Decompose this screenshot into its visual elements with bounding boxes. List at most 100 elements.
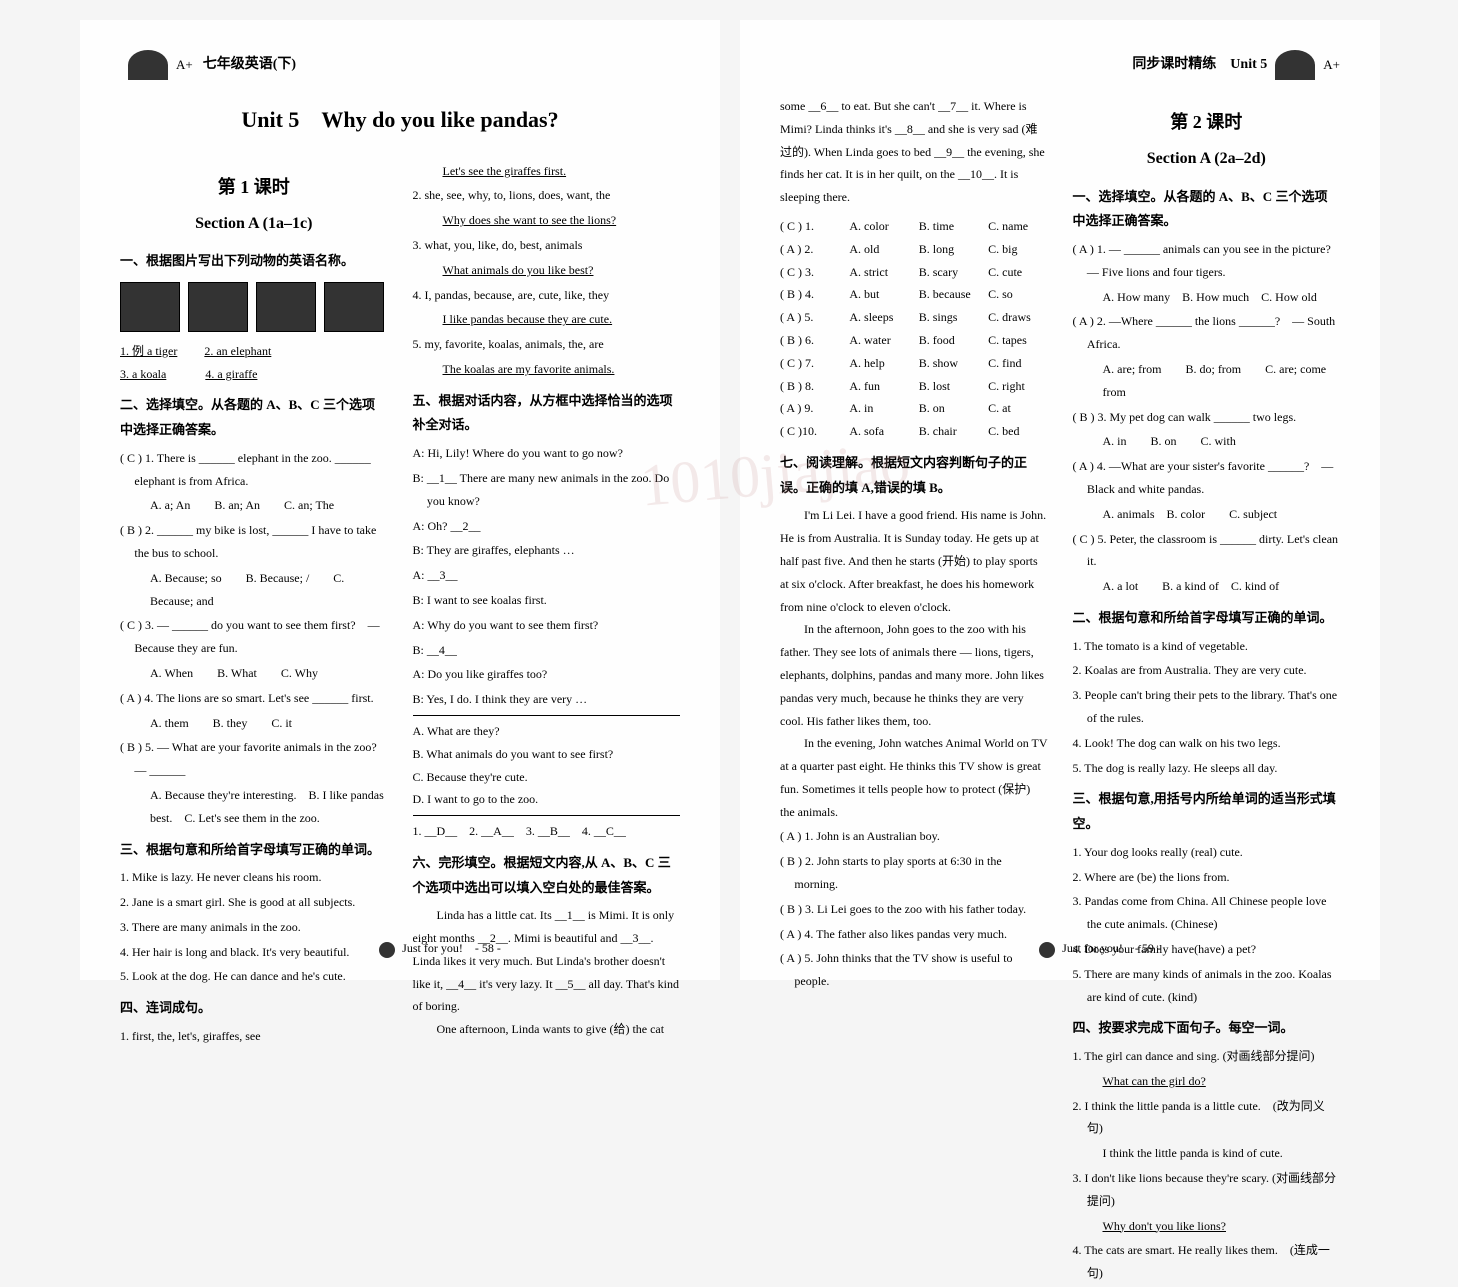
header-right: 同步课时精练 Unit 5 A+ [780, 50, 1340, 80]
d2: A: Oh? __2__ [413, 515, 681, 538]
header-left: A+ 七年级英语(下) [120, 50, 680, 80]
r-s3-5: 5. There are many kinds of animals in th… [1073, 963, 1341, 1009]
photo-row [120, 282, 388, 332]
passage-cont: some __6__ to eat. But she can't __7__ i… [780, 95, 1048, 209]
q1-text: There is ______ elephant in the zoo. ___… [134, 451, 370, 488]
ans-1: 1. 例 a tiger [120, 344, 177, 358]
q2-opts: A. Because; so B. Because; / C. Because;… [120, 567, 388, 613]
unit-title: Unit 5 Why do you like pandas? [120, 100, 680, 140]
lesson1-title: 第 1 课时 [120, 170, 388, 204]
q2-ans: ( B ) 2. [120, 523, 154, 537]
s2-head: 二、选择填空。从各题的 A、B、C 三个选项中选择正确答案。 [120, 393, 388, 442]
box-d: D. I want to go to the zoo. [413, 788, 681, 811]
grade-label: 七年级英语(下) [203, 52, 296, 77]
s3-3: 3. There are many animals in the zoo. [120, 916, 388, 939]
d3: B: They are giraffes, elephants … [413, 539, 681, 562]
s2-q4: ( A ) 4. The lions are so smart. Let's s… [120, 687, 388, 735]
logo-icon-r [1275, 50, 1315, 80]
s2-q1: ( C ) 1. There is ______ elephant in the… [120, 447, 388, 517]
col-2-r: 第 2 课时 Section A (2a–2d) 一、选择填空。从各题的 A、B… [1073, 95, 1341, 1287]
s4-q5: 5. my, favorite, koalas, animals, the, a… [413, 333, 681, 356]
tf-1: ( A ) 1. John is an Australian boy. [780, 825, 1048, 848]
ans-3: 3. a koala [120, 367, 166, 381]
r-s2-1: 1. The tomato is a kind of vegetable. [1073, 635, 1341, 658]
header-right-text: 同步课时精练 Unit 5 [1132, 52, 1267, 77]
ans-4: 4. a giraffe [205, 367, 257, 381]
d8: A: Do you like giraffes too? [413, 663, 681, 686]
passage1: Linda has a little cat. Its __1__ is Mim… [413, 904, 681, 1018]
s3-head: 三、根据句意和所给首字母填写正确的单词。 [120, 838, 388, 863]
q2-text: ______ my bike is lost, ______ I have to… [134, 523, 376, 560]
q4-opts: A. them B. they C. it [120, 712, 388, 735]
cz-9: ( A ) 9.A. inB. onC. at [780, 397, 1048, 420]
s4-q2: 2. she, see, why, to, lions, does, want,… [413, 184, 681, 207]
footer-text: Just for you! - 58 - [402, 941, 501, 955]
s5-head: 五、根据对话内容，从方框中选择恰当的选项补全对话。 [413, 389, 681, 438]
mc-4: ( A ) 4. —What are your sister's favorit… [1073, 455, 1341, 525]
q3-ans: ( C ) 3. [120, 618, 154, 632]
option-box: A. What are they? B. What animals do you… [413, 715, 681, 816]
s1-head: 一、根据图片写出下列动物的英语名称。 [120, 249, 388, 274]
mc-1: ( A ) 1. — ______ animals can you see in… [1073, 238, 1341, 308]
q3-opts: A. When B. What C. Why [120, 662, 388, 685]
s4-a3: What animals do you like best? [413, 259, 681, 282]
d5: B: I want to see koalas first. [413, 589, 681, 612]
logo-mark-r: A+ [1323, 53, 1340, 76]
lesson1-section: Section A (1a–1c) [120, 209, 388, 239]
box-ans: 1. __D__ 2. __A__ 3. __B__ 4. __C__ [413, 820, 681, 843]
s4-1: 1. first, the, let's, giraffes, see [120, 1025, 388, 1048]
q5-ans: ( B ) 5. [120, 740, 154, 754]
r-s2-4: 4. Look! The dog can walk on his two leg… [1073, 732, 1341, 755]
cz-10: ( C )10.A. sofaB. chairC. bed [780, 420, 1048, 443]
s4-ans1: Let's see the giraffes first. [413, 160, 681, 183]
s4-q4: 4. I, pandas, because, are, cute, like, … [413, 284, 681, 307]
lesson2-title: 第 2 课时 [1073, 105, 1341, 139]
r-s4-a3: Why don't you like lions? [1073, 1215, 1341, 1238]
r-s2-5: 5. The dog is really lazy. He sleeps all… [1073, 757, 1341, 780]
cz-5: ( A ) 5.A. sleepsB. singsC. draws [780, 306, 1048, 329]
r-s3-3: 3. Pandas come from China. All Chinese p… [1073, 890, 1341, 936]
footer-text-r: Just for you! - 59 - [1062, 941, 1161, 955]
footer-icon-r [1039, 942, 1055, 958]
ans-2: 2. an elephant [204, 344, 271, 358]
q1-opts: A. a; An B. an; An C. an; The [120, 494, 388, 517]
col-2: Let's see the giraffes first. 2. she, se… [413, 160, 681, 1050]
r-s4-a1: What can the girl do? [1073, 1070, 1341, 1093]
box-a: A. What are they? [413, 720, 681, 743]
r-s1-head: 一、选择填空。从各题的 A、B、C 三个选项中选择正确答案。 [1073, 185, 1341, 234]
cz-6: ( B ) 6.A. waterB. foodC. tapes [780, 329, 1048, 352]
s3-5: 5. Look at the dog. He can dance and he'… [120, 965, 388, 988]
columns-58: 第 1 课时 Section A (1a–1c) 一、根据图片写出下列动物的英语… [120, 160, 680, 1050]
q4-text: The lions are so smart. Let's see ______… [156, 691, 373, 705]
mc-3: ( B ) 3. My pet dog can walk ______ two … [1073, 406, 1341, 454]
footer-59: Just for you! - 59 - [780, 938, 1420, 960]
s7-head: 七、阅读理解。根据短文内容判断句子的正误。正确的填 A,错误的填 B。 [780, 451, 1048, 500]
cz-7: ( C ) 7.A. helpB. showC. find [780, 352, 1048, 375]
d0: A: Hi, Lily! Where do you want to go now… [413, 442, 681, 465]
s2-q3: ( C ) 3. — ______ do you want to see the… [120, 614, 388, 684]
reading: I'm Li Lei. I have a good friend. His na… [780, 504, 1048, 823]
q4-ans: ( A ) 4. [120, 691, 153, 705]
q1-ans: ( C ) 1. [120, 451, 154, 465]
photo-giraffe [324, 282, 384, 332]
mc-5: ( C ) 5. Peter, the classroom is ______ … [1073, 528, 1341, 598]
mc-2: ( A ) 2. —Where ______ the lions ______?… [1073, 310, 1341, 403]
s6-head: 六、完形填空。根据短文内容,从 A、B、C 三个选项中选出可以填入空白处的最佳答… [413, 851, 681, 900]
r-s4-head: 四、按要求完成下面句子。每空一词。 [1073, 1016, 1341, 1041]
photo-elephant [188, 282, 248, 332]
r-s3-2: 2. Where are (be) the lions from. [1073, 866, 1341, 889]
photo-tiger [120, 282, 180, 332]
col-1: 第 1 课时 Section A (1a–1c) 一、根据图片写出下列动物的英语… [120, 160, 388, 1050]
s4-q3: 3. what, you, like, do, best, animals [413, 234, 681, 257]
d7: B: __4__ [413, 639, 681, 662]
r-s2-head: 二、根据句意和所给首字母填写正确的单词。 [1073, 606, 1341, 631]
photo-koala [256, 282, 316, 332]
col-1-r: some __6__ to eat. But she can't __7__ i… [780, 95, 1048, 1287]
r-s3-1: 1. Your dog looks really (real) cute. [1073, 841, 1341, 864]
q5-opts: A. Because they're interesting. B. I lik… [120, 784, 388, 830]
s4-a5: The koalas are my favorite animals. [413, 358, 681, 381]
d6: A: Why do you want to see them first? [413, 614, 681, 637]
box-b: B. What animals do you want to see first… [413, 743, 681, 766]
s4-a2: Why does she want to see the lions? [413, 209, 681, 232]
footer-icon [379, 942, 395, 958]
